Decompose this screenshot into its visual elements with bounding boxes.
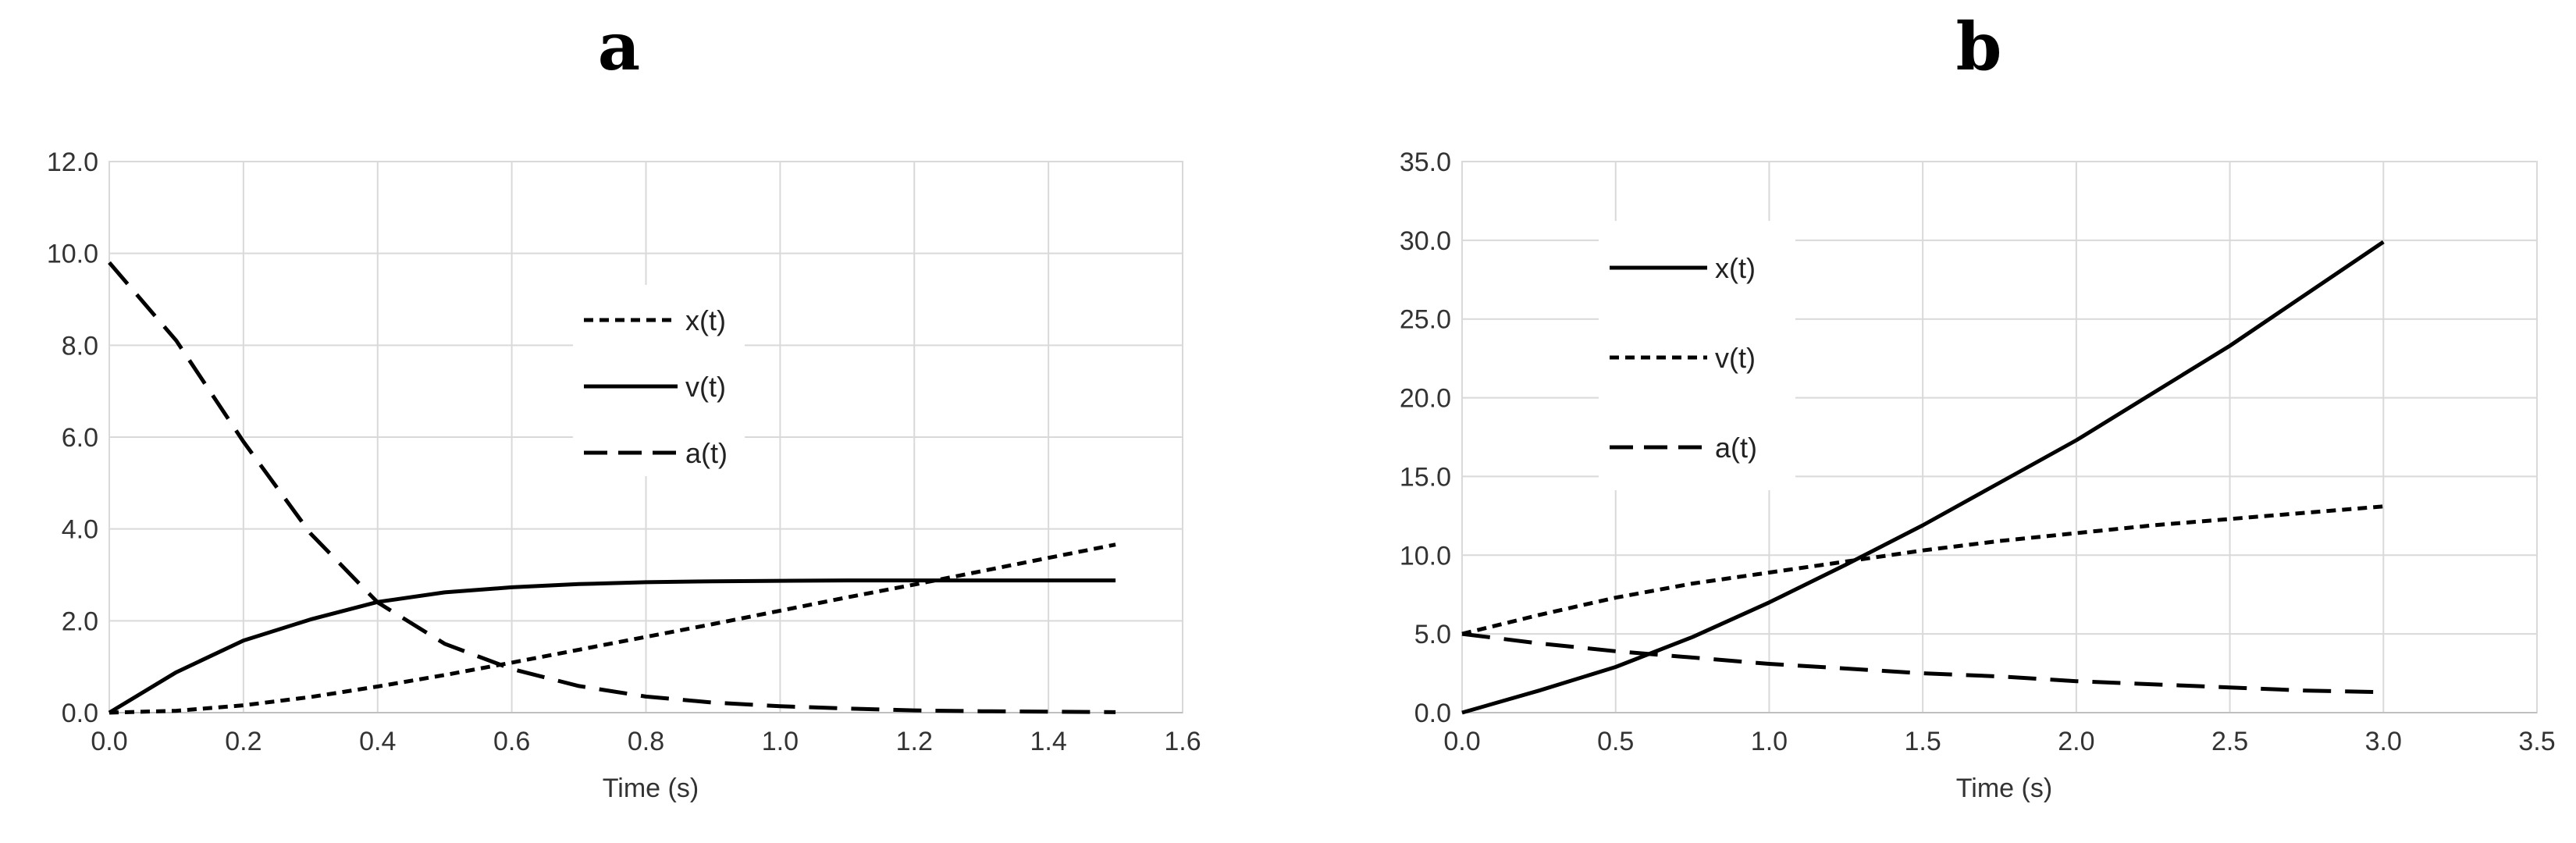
y-tick-label: 15.0 — [1400, 462, 1451, 492]
chart-svg-b: 0.0 5.0 10.0 15.0 20.0 25.0 30.0 35.0 0.0 0.5 1.0 1… — [1400, 148, 2556, 803]
x-tick-label: 3.5 — [2518, 727, 2555, 756]
y-tick-label: 5.0 — [1414, 620, 1451, 649]
series-line-at — [108, 261, 1116, 714]
x-tick-label: 3.0 — [2365, 727, 2402, 756]
chart-title-b: b — [1955, 8, 2002, 85]
x-tick-label: 0.0 — [91, 727, 127, 756]
y-tick-label: 10.0 — [1400, 541, 1451, 571]
legend-label: x(t) — [1715, 252, 1756, 284]
y-tick-label: 4.0 — [62, 515, 98, 545]
legend-box — [573, 285, 745, 476]
x-tick-label: 1.0 — [762, 727, 799, 756]
series-line-vt — [108, 578, 1116, 715]
y-tick-label: 6.0 — [62, 423, 98, 453]
y-tick-label: 0.0 — [62, 699, 98, 728]
chart-panel-b: b 0.0 5.0 10.0 15.0 20.0 25.0 30.0 35.0 0.0 0.5 1.… — [1288, 0, 2576, 843]
chart-panel-a: a 0.0 2.0 4.0 6.0 8.0 10.0 12.0 0.0 0.2 0.4 0.6 0.8… — [47, 8, 1201, 803]
x-tick-label: 0.6 — [493, 727, 530, 756]
series-line-xt — [1461, 240, 2385, 715]
x-tick-label: 1.6 — [1164, 727, 1201, 756]
y-tick-label: 20.0 — [1400, 384, 1451, 414]
y-tick-label: 8.0 — [62, 331, 98, 361]
x-tick-label: 1.2 — [896, 727, 933, 756]
y-tick-label: 30.0 — [1400, 226, 1451, 256]
x-axis-title: Time (s) — [1956, 774, 2052, 803]
x-tick-label: 0.8 — [628, 727, 664, 756]
x-tick-label: 1.4 — [1030, 727, 1066, 756]
legend-label: v(t) — [1715, 342, 1756, 374]
x-axis-title: Time (s) — [603, 774, 699, 803]
series-line-vt — [1461, 504, 2384, 636]
legend-label: x(t) — [685, 304, 726, 336]
chart-svg-a: 0.0 2.0 4.0 6.0 8.0 10.0 12.0 0.0 0.2 0.4 0.6 0.8 1.… — [47, 148, 1201, 803]
chart-title-a: a — [597, 8, 641, 85]
y-tick-label: 10.0 — [47, 240, 98, 269]
legend-label: a(t) — [1715, 432, 1757, 464]
y-tick-label: 25.0 — [1400, 305, 1451, 335]
x-tick-label: 0.0 — [1443, 727, 1480, 756]
y-tick-label: 35.0 — [1400, 148, 1451, 177]
x-tick-label: 1.0 — [1751, 727, 1788, 756]
legend-label: v(t) — [685, 371, 726, 403]
x-tick-label: 0.5 — [1597, 727, 1634, 756]
y-tick-label: 0.0 — [1414, 699, 1451, 728]
x-tick-label: 1.5 — [1905, 727, 1941, 756]
y-tick-label: 12.0 — [47, 148, 98, 177]
x-tick-label: 2.5 — [2211, 727, 2248, 756]
series-line-at — [1461, 631, 2384, 695]
legend-label: a(t) — [685, 437, 728, 469]
x-tick-label: 0.2 — [225, 727, 262, 756]
y-tick-label: 2.0 — [62, 606, 98, 636]
series-line-xt — [109, 542, 1116, 715]
x-tick-label: 2.0 — [2058, 727, 2094, 756]
x-tick-label: 0.4 — [359, 727, 396, 756]
